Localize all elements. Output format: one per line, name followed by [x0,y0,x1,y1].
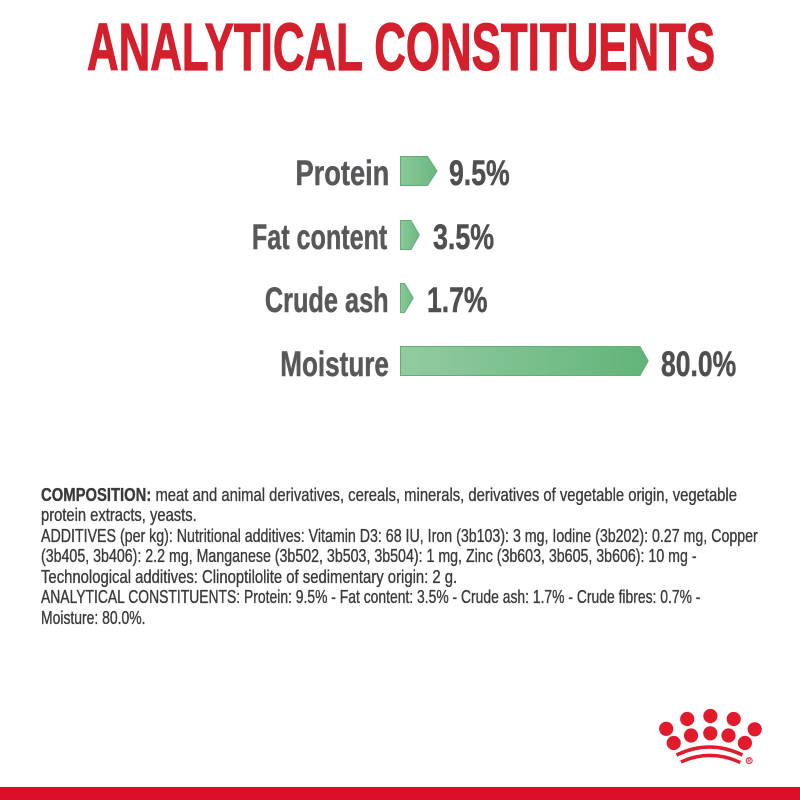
svg-text:R: R [747,758,751,764]
